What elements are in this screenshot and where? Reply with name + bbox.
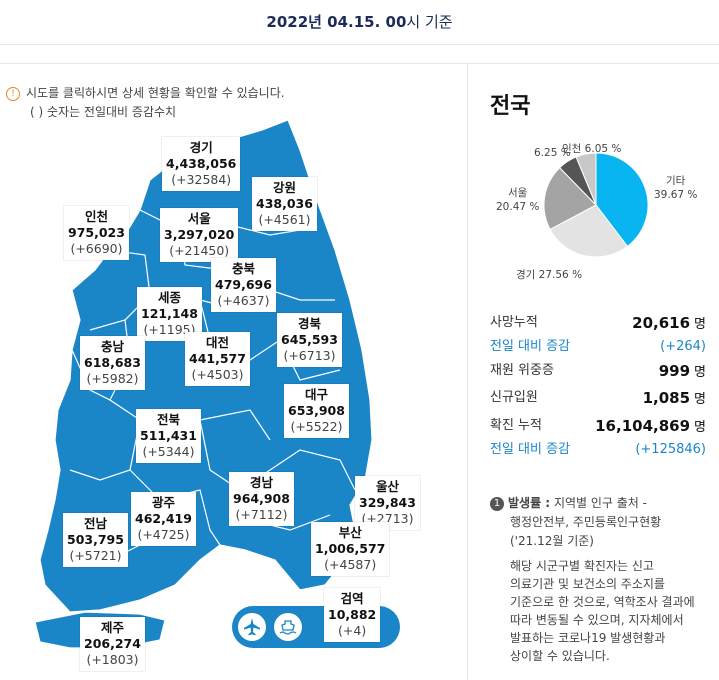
ship-icon[interactable] (272, 611, 304, 643)
region-label-daejeon[interactable]: 대전 441,577 (+4503) (185, 332, 250, 386)
airplane-icon[interactable] (236, 611, 268, 643)
pie-svg (543, 152, 649, 258)
stat-new-admissions: 신규입원 1,085 명 (490, 389, 706, 407)
vertical-divider (467, 64, 468, 680)
region-label-quarantine[interactable]: 검역 10,882 (+4) (324, 588, 381, 642)
region-label-chungnam[interactable]: 충남 618,683 (+5982) (80, 336, 145, 390)
region-label-gangwon[interactable]: 강원 438,036 (+4561) (252, 177, 317, 231)
stat-critical: 재원 위중증 999 명 (490, 362, 706, 380)
reference-time: 2022년 04.15. 00시 기준 (266, 13, 453, 31)
region-label-gyeongbuk[interactable]: 경북 645,593 (+6713) (277, 313, 342, 367)
region-label-busan[interactable]: 부산 1,006,577 (+4587) (311, 522, 390, 576)
national-title: 전국 (490, 94, 531, 119)
footnote-paragraph: 해당 시군구별 확진자는 신고 의료기관 및 보건소의 주소지를 기준으로 한 … (510, 559, 695, 663)
region-label-gwangju[interactable]: 광주 462,419 (+4725) (131, 492, 196, 546)
footnote: 1 발생률 : 지역별 인구 출처 - 행정안전부, 주민등록인구현황 ('21.… (490, 494, 715, 665)
pie-label-gita: 기타 39.67 % (654, 175, 698, 201)
header-bar: 2022년 04.15. 00시 기준 (0, 0, 719, 45)
region-label-incheon[interactable]: 인천 975,023 (+6690) (64, 206, 129, 260)
region-label-jeonbuk[interactable]: 전북 511,431 (+5344) (136, 409, 201, 463)
pie-label-incheon: 인천 6.05 % (562, 143, 622, 155)
region-label-chungbuk[interactable]: 충북 479,696 (+4637) (211, 258, 276, 312)
info-icon: ! (6, 86, 20, 101)
region-label-ulsan[interactable]: 울산 329,843 (+2713) (355, 476, 420, 530)
pie-label-gyeonggi: 경기 27.56 % (516, 269, 583, 281)
stat-confirmed-change: 전일 대비 증감 (+125846) (490, 442, 706, 457)
region-label-gyeongnam[interactable]: 경남 964,908 (+7112) (229, 472, 294, 526)
national-pie-chart: 기타 39.67 % 경기 27.56 % 서울 20.47 % 인천 6.05 %… (470, 130, 719, 290)
region-label-daegu[interactable]: 대구 653,908 (+5522) (284, 384, 349, 438)
pie-slice-1 (549, 204, 629, 258)
divider (0, 63, 719, 64)
region-label-seoul[interactable]: 서울 3,297,020 (+21450) (160, 208, 239, 262)
region-label-jeonnam[interactable]: 전남 503,795 (+5721) (63, 513, 128, 567)
region-label-gyeonggi[interactable]: 경기 4,438,056 (+32584) (162, 137, 241, 191)
footnote-badge: 1 (490, 496, 504, 511)
pie-label-seoul: 서울 20.47 % (496, 187, 540, 213)
region-label-jeju[interactable]: 제주 206,274 (+1803) (80, 617, 145, 671)
pie-slice-4 (575, 152, 597, 206)
pie-slice-2 (543, 167, 597, 231)
stat-deaths-change: 전일 대비 증감 (+264) (490, 339, 706, 354)
map-notice: ! 시도를 클릭하시면 상세 현황을 확인할 수 있습니다. ( ) 숫자는 전일… (6, 84, 285, 122)
stat-confirmed: 확진 누적 16,104,869 명 (490, 417, 706, 435)
pie-label-other: 6.25 % (534, 147, 571, 159)
stat-deaths: 사망누적 20,616 명 (490, 314, 706, 332)
pie-slice-0 (595, 152, 649, 248)
